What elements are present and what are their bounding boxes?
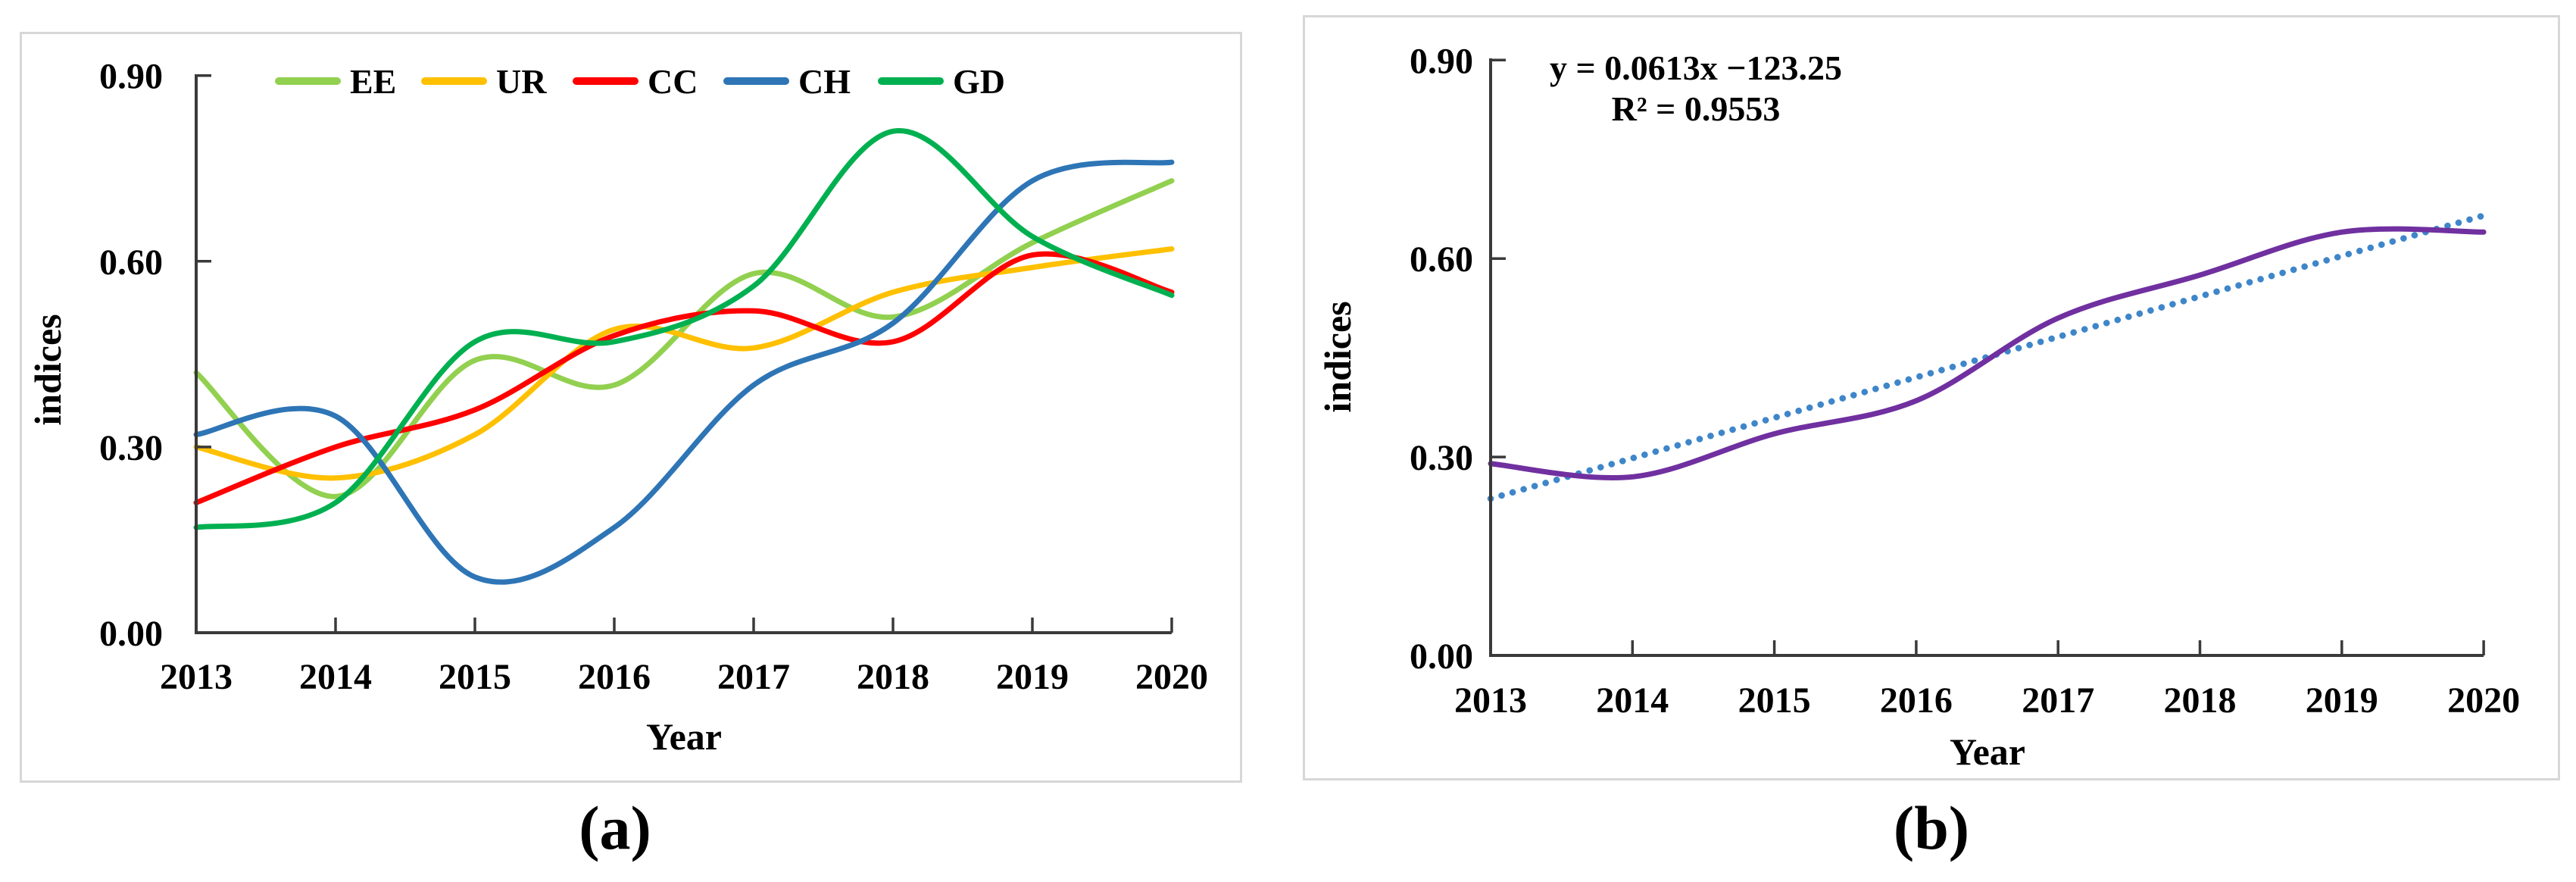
y-tick-label-0.30: 0.30 (1410, 438, 1473, 478)
line-chart-b: 0.00 0.30 0.60 0.90 2013 2014 2015 2016 2017 2018… (1316, 41, 2520, 773)
legend-swatch-CH (723, 77, 789, 85)
legend-item-UR: UR (421, 62, 547, 101)
y-tick-label-0.00: 0.00 (1410, 636, 1473, 677)
line-chart-a: 0.00 0.30 0.60 0.90 2013 2014 2015 2016 2017 2018… (27, 57, 1208, 758)
series-line-CH (193, 159, 1175, 585)
x-tick-label-2015: 2015 (439, 657, 511, 697)
y-tick-label-0.60: 0.60 (99, 242, 163, 283)
x-tick-label-2020: 2020 (2447, 680, 2520, 721)
legend-label-CH: CH (798, 62, 851, 101)
x-tick-label-2013: 2013 (160, 657, 233, 697)
y-axis-title-a: indices (27, 314, 69, 425)
x-axis-title-b: Year (1950, 730, 2025, 773)
legend-swatch-CC (573, 77, 639, 85)
x-tick-label-2020: 2020 (1135, 657, 1208, 697)
trendline-equation: y = 0.0613x −123.25 (1550, 48, 1842, 87)
y-tick-label-0.30: 0.30 (99, 428, 163, 468)
y-tick-label-0.90: 0.90 (99, 57, 163, 97)
y-tick-label-0.90: 0.90 (1410, 41, 1473, 81)
chart-panel-a: 0.00 0.30 0.60 0.90 2013 2014 2015 2016 2017 2018… (20, 32, 1242, 783)
x-tick-label-2018: 2018 (857, 657, 929, 697)
series-line-EE (193, 178, 1175, 499)
series-line-UR (193, 246, 1175, 481)
x-tick-label-2014: 2014 (1596, 680, 1669, 721)
x-tick-label-2017: 2017 (2022, 680, 2094, 721)
y-axis-title-b: indices (1316, 301, 1359, 412)
x-tick-label-2019: 2019 (2306, 680, 2378, 721)
series-line-GD (193, 128, 1175, 530)
x-tick-label-2014: 2014 (299, 657, 372, 697)
legend-label-GD: GD (953, 62, 1005, 101)
legend-swatch-UR (421, 77, 487, 85)
axis-lines (195, 74, 1172, 634)
legend-swatch-GD (878, 77, 944, 85)
x-axis-title-a: Year (646, 715, 722, 758)
legend-label-EE: EE (350, 62, 396, 101)
x-tick-label-2018: 2018 (2164, 680, 2237, 721)
legend-item-CH: CH (723, 62, 851, 101)
series-line-CC (193, 251, 1175, 505)
caption-b: (b) (1893, 793, 1970, 862)
x-tick-label-2016: 2016 (1880, 680, 1953, 721)
legend-label-CC: CC (648, 62, 698, 101)
legend-item-EE: EE (275, 62, 396, 101)
legend-label-UR: UR (496, 62, 547, 101)
x-tick-label-2017: 2017 (717, 657, 790, 697)
legend-item-GD: GD (878, 62, 1005, 101)
legend-swatch-EE (275, 77, 341, 85)
chart-panel-b: 0.00 0.30 0.60 0.90 2013 2014 2015 2016 2017 2018… (1303, 15, 2560, 780)
x-tick-label-2019: 2019 (996, 657, 1069, 697)
caption-a: (a) (579, 793, 651, 862)
y-tick-label-0.00: 0.00 (99, 614, 163, 654)
trendline-r-squared: R² = 0.9553 (1612, 89, 1781, 128)
x-tick-label-2016: 2016 (578, 657, 651, 697)
legend-item-CC: CC (573, 62, 698, 101)
series-line-indices (1488, 226, 2487, 481)
x-tick-label-2015: 2015 (1738, 680, 1811, 721)
y-tick-label-0.60: 0.60 (1410, 239, 1473, 280)
x-tick-label-2013: 2013 (1454, 680, 1527, 721)
